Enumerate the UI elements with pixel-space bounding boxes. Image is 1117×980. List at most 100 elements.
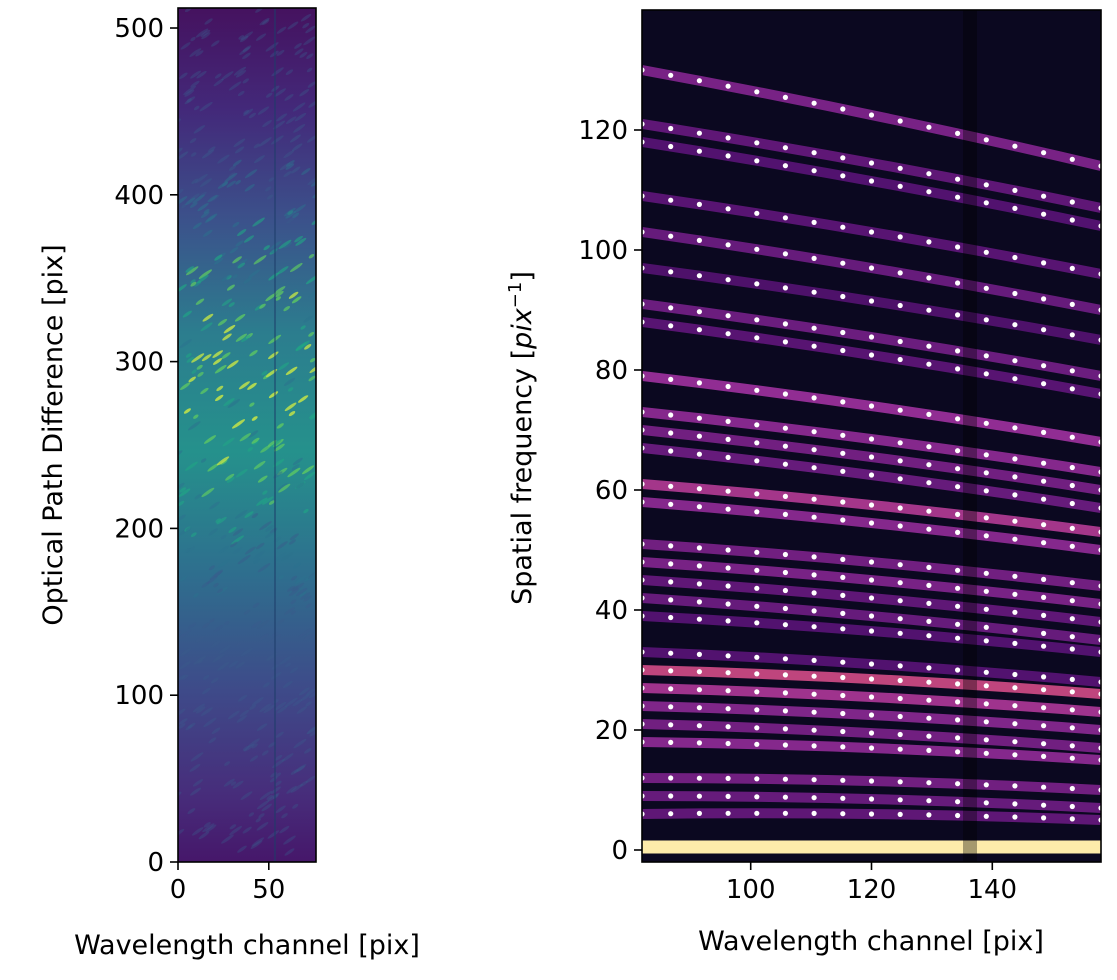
fringe-mark bbox=[253, 155, 265, 164]
peak-marker bbox=[696, 380, 703, 386]
peak-marker bbox=[782, 461, 789, 467]
fringe-mark bbox=[244, 546, 256, 555]
peak-marker bbox=[840, 260, 846, 266]
fringe-mark bbox=[275, 296, 282, 301]
peak-marker bbox=[754, 585, 760, 591]
right-y-tick-label: 40 bbox=[595, 596, 628, 626]
fringe-mark bbox=[193, 655, 207, 665]
fringe-mark bbox=[240, 31, 253, 41]
fringe-mark bbox=[300, 694, 310, 701]
fringe-mark bbox=[214, 364, 227, 374]
peak-marker bbox=[696, 201, 703, 207]
fringe-mark bbox=[278, 362, 290, 371]
peak-marker bbox=[782, 569, 789, 576]
peak-marker bbox=[1041, 815, 1047, 821]
fringe-mark bbox=[288, 291, 299, 299]
peak-marker bbox=[1012, 143, 1018, 149]
peak-marker bbox=[1041, 460, 1047, 466]
fringe-mark bbox=[228, 172, 236, 178]
fringe-mark bbox=[307, 176, 316, 186]
peak-marker bbox=[926, 780, 932, 786]
peak-marker bbox=[1012, 492, 1018, 498]
peak-marker bbox=[955, 448, 961, 454]
peak-marker bbox=[897, 523, 903, 529]
fringe-mark bbox=[237, 229, 247, 236]
peak-marker bbox=[840, 432, 846, 438]
peak-marker bbox=[1041, 429, 1047, 435]
peak-marker bbox=[840, 329, 846, 336]
fringe-mark bbox=[216, 385, 224, 392]
fringe-mark bbox=[242, 826, 252, 834]
fringe-mark bbox=[305, 688, 316, 696]
fringe-mark bbox=[233, 138, 246, 148]
peak-marker bbox=[754, 140, 760, 146]
peak-marker bbox=[754, 387, 760, 393]
peak-marker bbox=[754, 810, 760, 816]
fringe-mark bbox=[230, 781, 237, 786]
peak-marker bbox=[840, 173, 846, 179]
peak-marker bbox=[782, 215, 789, 221]
peak-marker bbox=[955, 699, 961, 705]
fringe-mark bbox=[256, 822, 269, 831]
fringe-mark bbox=[185, 353, 192, 358]
peak-marker bbox=[983, 669, 989, 675]
fringe-mark bbox=[178, 723, 186, 729]
fringe-mark bbox=[242, 52, 251, 60]
peak-marker bbox=[955, 176, 961, 182]
peak-marker bbox=[955, 312, 961, 318]
fringe-mark bbox=[185, 461, 198, 471]
fringe-mark bbox=[276, 423, 284, 429]
fringe-mark bbox=[217, 662, 230, 671]
fringe-mark bbox=[247, 447, 253, 452]
fringe-mark bbox=[190, 281, 197, 287]
fringe-mark bbox=[214, 254, 223, 261]
fringe-mark bbox=[212, 358, 223, 365]
peak-marker bbox=[754, 689, 760, 695]
peak-marker bbox=[811, 447, 817, 453]
peak-marker bbox=[1069, 217, 1075, 223]
fringe-mark bbox=[296, 706, 308, 714]
fringe-mark bbox=[213, 625, 224, 633]
peak-marker bbox=[1069, 646, 1075, 652]
peak-marker bbox=[868, 694, 875, 700]
peak-marker bbox=[754, 458, 760, 464]
peak-marker bbox=[782, 622, 789, 628]
peak-marker bbox=[983, 719, 989, 725]
fringe-mark bbox=[178, 674, 186, 682]
fringe-mark bbox=[233, 66, 247, 76]
fringe-mark bbox=[193, 282, 200, 288]
fringe-mark bbox=[207, 463, 219, 472]
fringe-mark bbox=[276, 113, 288, 122]
peak-marker bbox=[897, 746, 903, 752]
peak-marker bbox=[1041, 802, 1047, 808]
fringe-mark bbox=[279, 162, 291, 171]
right-peak-markers bbox=[642, 67, 1101, 823]
peak-marker bbox=[1041, 260, 1047, 266]
fringe-mark bbox=[212, 653, 225, 663]
fringe-mark bbox=[201, 149, 215, 159]
peak-marker bbox=[955, 416, 961, 422]
fringe-mark bbox=[276, 26, 287, 34]
peak-marker bbox=[725, 242, 731, 248]
fringe-mark bbox=[202, 823, 215, 833]
right-y-axis-label-prefix: Spatial frequency [ bbox=[507, 349, 538, 605]
peak-marker bbox=[668, 448, 674, 454]
peak-marker bbox=[983, 371, 989, 377]
peak-marker bbox=[983, 588, 989, 594]
fringe-mark bbox=[248, 430, 259, 438]
fringe-mark bbox=[298, 687, 310, 696]
peak-marker bbox=[1069, 500, 1075, 507]
peak-marker bbox=[811, 624, 817, 630]
fringe-mark bbox=[235, 468, 248, 478]
peak-marker bbox=[668, 323, 674, 329]
peak-marker bbox=[1041, 576, 1047, 583]
peak-marker bbox=[983, 182, 989, 188]
peak-marker bbox=[955, 635, 961, 641]
fringe-mark bbox=[237, 694, 248, 702]
peak-marker bbox=[926, 747, 932, 754]
fringe-mark bbox=[239, 35, 249, 43]
fringe-mark bbox=[186, 98, 192, 103]
peak-marker bbox=[782, 690, 789, 696]
fringe-mark bbox=[226, 275, 232, 280]
fringe-mark bbox=[267, 792, 280, 802]
